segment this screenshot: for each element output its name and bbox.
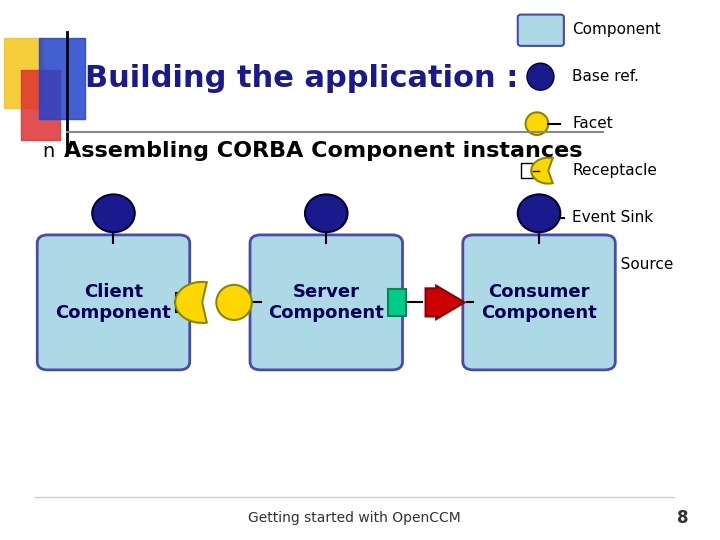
Ellipse shape (527, 63, 554, 90)
Text: Event Source: Event Source (572, 257, 674, 272)
Text: Server
Component: Server Component (269, 283, 384, 322)
Text: 8: 8 (677, 509, 688, 528)
Text: Facet: Facet (572, 116, 613, 131)
Ellipse shape (526, 112, 548, 135)
Text: Building the application :: Building the application : (85, 64, 518, 93)
Bar (4, 38, 42, 108)
FancyArrow shape (525, 206, 553, 230)
Ellipse shape (518, 194, 560, 232)
Text: Assembling CORBA Component instances: Assembling CORBA Component instances (64, 141, 582, 161)
Ellipse shape (216, 285, 252, 320)
FancyBboxPatch shape (463, 235, 616, 370)
Text: Client
Component: Client Component (55, 283, 171, 322)
Text: Component: Component (572, 22, 661, 37)
Bar (388, 289, 406, 316)
Ellipse shape (305, 194, 348, 232)
Bar (176, 293, 189, 312)
Text: Getting started with OpenCCM: Getting started with OpenCCM (248, 511, 461, 525)
Text: Base ref.: Base ref. (572, 69, 639, 84)
FancyBboxPatch shape (250, 235, 402, 370)
FancyArrow shape (426, 286, 464, 319)
FancyArrow shape (539, 254, 554, 275)
Bar (22, 70, 60, 140)
Text: Event Sink: Event Sink (572, 210, 654, 225)
Wedge shape (175, 282, 207, 323)
Text: Receptacle: Receptacle (572, 163, 657, 178)
Text: Consumer
Component: Consumer Component (481, 283, 597, 322)
Bar (521, 255, 534, 274)
Bar (39, 38, 85, 119)
Bar (521, 163, 533, 178)
FancyBboxPatch shape (37, 235, 190, 370)
Wedge shape (531, 158, 553, 184)
FancyBboxPatch shape (518, 15, 564, 46)
Ellipse shape (92, 194, 135, 232)
Text: n: n (42, 141, 55, 161)
